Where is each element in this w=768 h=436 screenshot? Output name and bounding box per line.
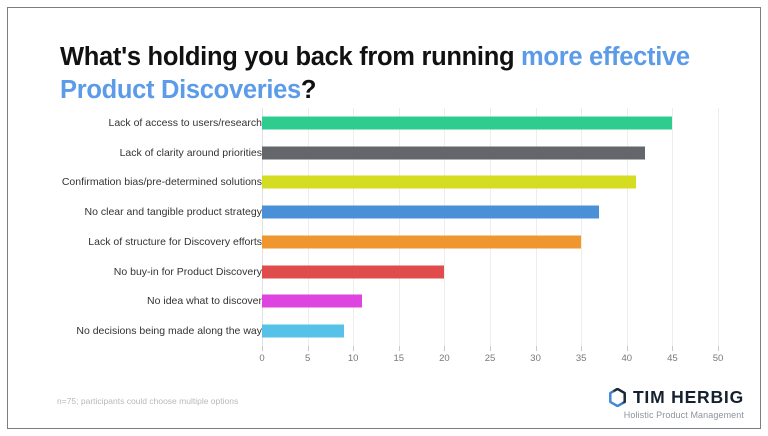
tick-label-50: 50 [712,353,724,364]
tick-mark-25 [490,346,491,351]
tick-label-20: 20 [439,353,450,364]
bar[interactable] [262,205,600,219]
tick-mark-45 [672,346,674,351]
logo-wordmark: TIM HERBIG [632,386,744,407]
gridline-45 [672,108,674,346]
hexagon-outline-icon [608,388,626,407]
bar[interactable] [262,116,673,130]
tick-label-40: 40 [621,353,633,364]
logo-tagline: Holistic Product Management [623,410,744,420]
category-axis-labels: Lack of access to users/research Lack of … [40,108,262,346]
tick-mark-0 [262,346,263,351]
tick-mark-50 [718,346,719,351]
bar[interactable] [262,235,582,249]
bar[interactable] [262,294,363,308]
tick-label-45: 45 [667,353,678,364]
tick-mark-10 [353,346,355,351]
gridline-35 [581,108,583,346]
page-title: What's holding you back from running mor… [60,41,720,106]
bar[interactable] [262,265,445,279]
brand-logo: TIM HERBIG Holistic Product Management [608,386,744,420]
tick-mark-30 [535,346,537,351]
logo-row: TIM HERBIG [608,386,744,407]
tick-label-15: 15 [393,353,405,364]
bar[interactable] [262,175,636,189]
tick-label-30: 30 [530,353,541,364]
gridline-15 [398,108,400,346]
category-label: No decisions being made along the way [76,325,262,338]
tick-label-0: 0 [259,353,265,364]
plot-area [262,108,719,346]
tick-mark-15 [398,346,400,351]
category-label: No buy-in for Product Discovery [113,265,262,278]
bar-chart: Lack of access to users/research Lack of … [40,108,730,364]
bar[interactable] [262,324,345,338]
gridline-50 [718,108,719,346]
gridline-0 [262,108,263,346]
value-axis: 0 5 10 15 20 25 30 35 40 45 50 [259,346,723,370]
tick-mark-40 [626,346,628,351]
tick-mark-20 [444,346,446,351]
tick-label-10: 10 [347,353,359,364]
gridline-40 [626,108,628,346]
tick-label-5: 5 [304,353,311,364]
category-label: No idea what to discover [147,295,262,308]
tick-label-35: 35 [575,353,587,364]
gridline-30 [535,108,537,346]
bar[interactable] [262,146,646,160]
chart-footnote: n=75; participants could choose multiple… [57,396,239,406]
category-label: Lack of structure for Discovery efforts [88,235,262,248]
category-label: Lack of access to users/research [108,116,263,129]
gridline-5 [307,108,309,346]
gridline-20 [444,108,446,346]
title-text-question-mark: ? [300,75,317,104]
gridline-10 [353,108,355,346]
category-label: No clear and tangible product strategy [84,206,262,219]
title-text-plain: What's holding you back from running [60,43,522,72]
category-label: Confirmation bias/pre-determined solutio… [61,176,262,189]
tick-mark-5 [307,346,309,351]
tick-label-25: 25 [484,353,496,364]
gridline-25 [490,108,491,346]
category-label: Lack of clarity around priorities [119,146,262,159]
tick-mark-35 [581,346,583,351]
title-text-accent: more effective Product Discoveries [60,43,690,104]
